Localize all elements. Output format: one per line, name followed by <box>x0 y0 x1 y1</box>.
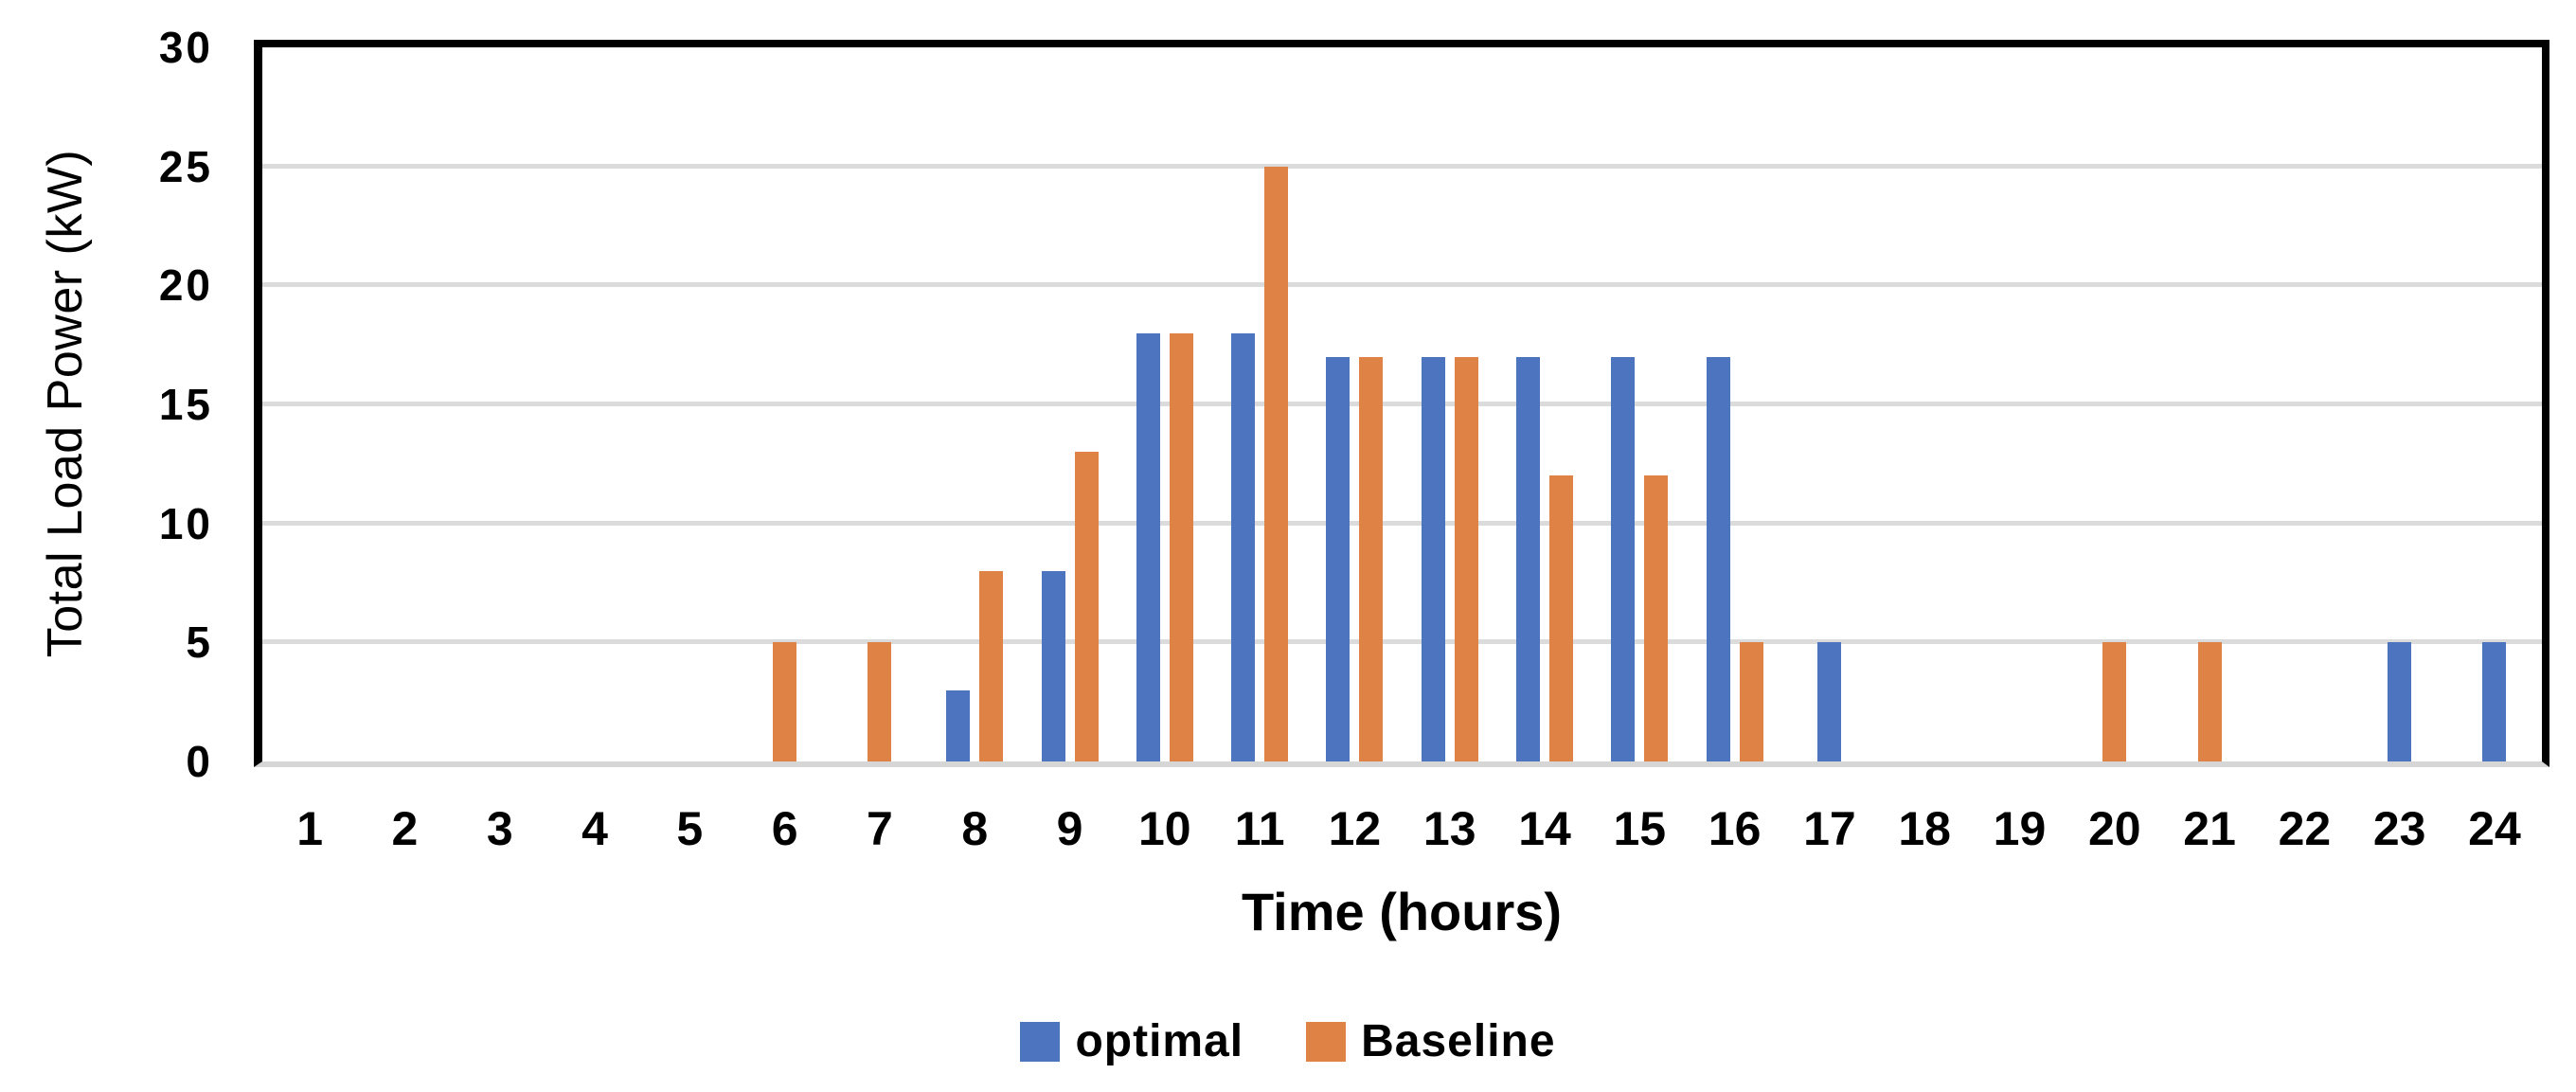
x-tick-23: 23 <box>2372 802 2426 855</box>
bar-optimal-hour-17 <box>1817 642 1842 761</box>
x-tick-16: 16 <box>1708 802 1762 855</box>
bar-optimal-hour-11 <box>1231 332 1256 761</box>
bar-group-hour-16 <box>1687 47 1781 761</box>
bar-baseline-hour-21 <box>2197 642 2222 761</box>
bar-group-hour-20 <box>2067 47 2162 761</box>
bar-optimal-hour-24 <box>2482 642 2507 761</box>
bar-baseline-hour-7 <box>868 642 892 761</box>
x-tick-22: 22 <box>2278 802 2332 855</box>
bar-group-hour-21 <box>2162 47 2257 761</box>
x-tick-20: 20 <box>2087 802 2141 855</box>
x-tick-12: 12 <box>1328 802 1382 855</box>
gridline-25 <box>262 163 2542 169</box>
gridline-5 <box>262 639 2542 645</box>
x-axis-tick-labels: 1 2 3 4 5 6 7 8 9 10 11 12 13 14 15 16 17 18 19 20 21 22 23 24 <box>262 801 2542 860</box>
bar-baseline-hour-12 <box>1359 356 1384 761</box>
bar-group-hour-12 <box>1307 47 1402 761</box>
bars-layer <box>262 47 2542 761</box>
y-tick-5: 5 <box>186 618 213 668</box>
x-tick-1: 1 <box>296 802 324 855</box>
x-tick-5: 5 <box>676 802 704 855</box>
legend-swatch-optimal <box>1020 1021 1061 1062</box>
bar-group-hour-14 <box>1497 47 1592 761</box>
x-tick-13: 13 <box>1422 802 1476 855</box>
y-tick-10: 10 <box>158 498 213 548</box>
bar-group-hour-1 <box>262 47 357 761</box>
bar-optimal-hour-10 <box>1136 332 1160 761</box>
bar-baseline-hour-10 <box>1169 332 1193 761</box>
legend-item-baseline: Baseline <box>1306 1015 1555 1067</box>
bar-baseline-hour-20 <box>2102 642 2127 761</box>
x-tick-7: 7 <box>867 802 893 855</box>
bar-optimal-hour-23 <box>2388 642 2412 761</box>
bar-optimal-hour-12 <box>1326 356 1351 761</box>
x-tick-6: 6 <box>771 802 798 855</box>
bar-optimal-hour-8 <box>946 689 971 761</box>
x-tick-17: 17 <box>1803 802 1856 855</box>
y-tick-0: 0 <box>186 737 213 786</box>
x-axis-title: Time (hours) <box>1241 882 1563 941</box>
bar-optimal-hour-14 <box>1516 356 1540 761</box>
bar-group-hour-6 <box>737 47 832 761</box>
x-tick-14: 14 <box>1518 802 1571 855</box>
legend: optimal Baseline <box>0 1015 2576 1067</box>
bar-baseline-hour-9 <box>1074 452 1099 761</box>
y-axis-tick-labels: 0 5 10 15 20 25 30 <box>0 23 213 786</box>
bar-group-hour-22 <box>2257 47 2352 761</box>
bar-group-hour-13 <box>1403 47 1497 761</box>
y-tick-25: 25 <box>158 141 213 191</box>
bar-baseline-hour-15 <box>1644 475 1669 761</box>
bar-group-hour-23 <box>2352 47 2447 761</box>
plot-area <box>254 40 2549 767</box>
x-tick-11: 11 <box>1234 802 1285 855</box>
bar-group-hour-17 <box>1782 47 1877 761</box>
gridline-15 <box>262 402 2542 406</box>
x-tick-10: 10 <box>1138 802 1191 855</box>
x-tick-3: 3 <box>486 802 513 855</box>
x-tick-19: 19 <box>1993 802 2047 855</box>
y-tick-20: 20 <box>158 260 213 311</box>
x-tick-2: 2 <box>391 802 419 855</box>
bar-group-hour-2 <box>357 47 452 761</box>
x-tick-8: 8 <box>961 802 989 855</box>
gridline-20 <box>262 282 2542 288</box>
bar-baseline-hour-6 <box>773 642 797 761</box>
bar-group-hour-15 <box>1592 47 1687 761</box>
bar-baseline-hour-13 <box>1454 356 1478 761</box>
x-tick-15: 15 <box>1613 802 1667 855</box>
x-tick-18: 18 <box>1898 802 1951 855</box>
gridlines-layer <box>262 47 2542 761</box>
bar-group-hour-8 <box>927 47 1022 761</box>
y-tick-30: 30 <box>158 23 213 72</box>
x-tick-21: 21 <box>2183 802 2236 855</box>
legend-swatch-baseline <box>1306 1021 1347 1062</box>
bar-optimal-hour-9 <box>1041 570 1065 761</box>
bar-group-hour-5 <box>642 47 737 761</box>
bar-group-hour-24 <box>2447 47 2542 761</box>
bar-group-hour-4 <box>547 47 642 761</box>
bar-optimal-hour-16 <box>1706 356 1730 761</box>
legend-label-baseline: Baseline <box>1361 1016 1556 1066</box>
bar-optimal-hour-13 <box>1421 356 1445 761</box>
bar-optimal-hour-15 <box>1611 356 1636 761</box>
bar-baseline-hour-11 <box>1264 166 1289 761</box>
bar-baseline-hour-14 <box>1549 475 1573 761</box>
bar-group-hour-10 <box>1118 47 1212 761</box>
bar-group-hour-9 <box>1022 47 1117 761</box>
bar-baseline-hour-8 <box>979 570 1004 761</box>
legend-item-optimal: optimal <box>1020 1015 1243 1067</box>
bar-group-hour-11 <box>1212 47 1307 761</box>
bar-group-hour-7 <box>832 47 927 761</box>
x-tick-9: 9 <box>1056 802 1083 855</box>
bar-group-hour-3 <box>453 47 547 761</box>
x-tick-24: 24 <box>2468 802 2521 855</box>
bar-group-hour-18 <box>1877 47 1972 761</box>
x-tick-4: 4 <box>581 802 608 855</box>
gridline-10 <box>262 520 2542 526</box>
legend-label-optimal: optimal <box>1075 1016 1244 1066</box>
y-tick-15: 15 <box>158 380 213 429</box>
bar-group-hour-19 <box>1972 47 2066 761</box>
bar-baseline-hour-16 <box>1739 642 1763 761</box>
